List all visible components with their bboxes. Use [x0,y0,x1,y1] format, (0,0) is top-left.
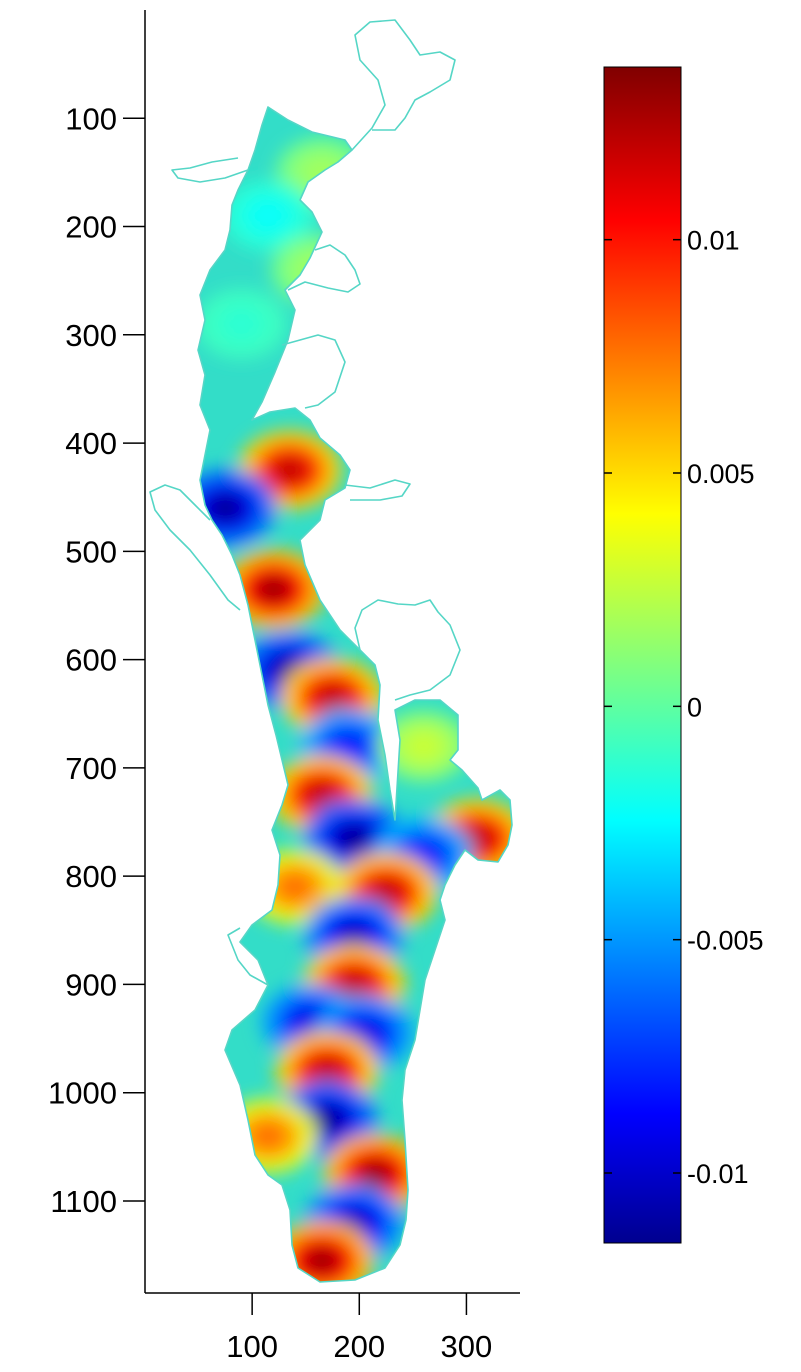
field-map [149,19,513,1283]
field-high-core [336,970,372,999]
y-tick-label: 300 [65,318,117,353]
field-low-core [309,1106,345,1134]
colorbar-scale [603,66,682,1244]
tributary-outline [149,484,241,611]
tributary-outlines [149,19,461,986]
y-tick-label: 800 [65,859,117,894]
y-tick-label: 200 [65,210,117,245]
field-high-core [357,1159,394,1188]
field-blobs [198,137,512,1282]
x-tick-label: 200 [333,1329,385,1364]
field-high-core [408,734,439,758]
x-ticks: 100 200 300 [226,1293,492,1364]
field-high-core [314,683,351,712]
axes: 100 200 300 400 500 600 700 800 900 1000 1100 100 2… [48,10,520,1364]
field-high-core [255,575,292,604]
field-low-core [332,733,366,760]
colorbar: 0.01 0.005 0 -0.005 -0.01 [603,66,764,1244]
tributary-outline [344,479,411,501]
field-low-core [336,922,372,950]
field-high-core [303,1246,340,1275]
x-tick-label: 100 [226,1329,278,1364]
field-low-core [227,312,256,336]
y-tick-label: 900 [65,967,117,1002]
y-tick-label: 700 [65,751,117,786]
tributary-outline [287,244,361,293]
y-tick-label: 1100 [50,1184,117,1219]
tributary-outline [281,334,346,409]
field-high-core [301,258,332,282]
field-high-core [309,1057,345,1085]
colorbar-tick-label: 0.01 [687,226,740,256]
y-tick-label: 500 [65,534,117,569]
y-ticks: 100 200 300 400 500 600 700 800 900 1000 1100 [48,101,145,1219]
tributary-outline [351,19,456,151]
y-tick-label: 600 [65,643,117,678]
y-tick-label: 100 [65,101,117,136]
y-tick-label: 400 [65,426,117,461]
field-high-core [271,456,308,484]
field-high-core [368,878,404,907]
field-low-core [336,824,372,852]
colorbar-ticks: 0.01 0.005 0 -0.005 -0.01 [604,226,764,1189]
field-low-core [253,204,283,228]
field-low-core [207,494,243,522]
tributary-outline [171,157,249,183]
colorbar-tick-label: 0 [687,692,702,722]
colorbar-tick-label: 0.005 [687,459,755,489]
colorbar-tick-label: -0.005 [687,926,764,956]
y-tick-label: 1000 [48,1076,117,1111]
colorbar-tick-label: -0.01 [687,1159,749,1189]
tributary-outline [227,927,269,986]
field-high-core [304,781,340,809]
x-tick-label: 300 [441,1329,493,1364]
tributary-outline [354,599,461,701]
field-high-core [278,874,312,900]
field-high-core [251,1123,285,1149]
